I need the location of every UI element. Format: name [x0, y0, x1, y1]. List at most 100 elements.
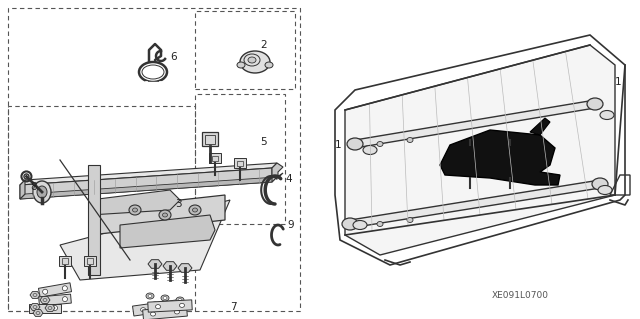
Polygon shape	[345, 45, 615, 255]
Bar	[205, 135, 215, 144]
Polygon shape	[148, 260, 162, 268]
Polygon shape	[440, 130, 560, 185]
Text: 6: 6	[170, 52, 177, 62]
Polygon shape	[20, 180, 25, 199]
Polygon shape	[90, 195, 225, 235]
Ellipse shape	[592, 178, 608, 190]
Ellipse shape	[43, 289, 47, 294]
Text: 7: 7	[230, 302, 237, 312]
Polygon shape	[38, 294, 71, 306]
Ellipse shape	[129, 205, 141, 215]
Polygon shape	[272, 163, 283, 182]
Polygon shape	[88, 165, 100, 275]
Text: 2: 2	[260, 40, 267, 50]
Ellipse shape	[151, 302, 159, 308]
Polygon shape	[38, 283, 72, 297]
Ellipse shape	[193, 208, 198, 212]
Ellipse shape	[342, 218, 358, 230]
Bar	[195, 94, 285, 224]
Text: 3: 3	[175, 199, 182, 209]
Ellipse shape	[37, 186, 47, 198]
Ellipse shape	[146, 293, 154, 299]
Ellipse shape	[63, 297, 67, 302]
Polygon shape	[90, 190, 180, 215]
Ellipse shape	[600, 110, 614, 120]
Ellipse shape	[33, 181, 51, 203]
Ellipse shape	[377, 142, 383, 146]
Text: XE091L0700: XE091L0700	[492, 291, 548, 300]
Polygon shape	[30, 292, 40, 299]
Polygon shape	[29, 303, 61, 313]
Polygon shape	[20, 163, 277, 185]
Ellipse shape	[141, 308, 146, 312]
Bar	[237, 161, 243, 166]
Polygon shape	[350, 180, 600, 228]
Ellipse shape	[407, 218, 413, 222]
Bar	[84, 256, 96, 266]
Ellipse shape	[353, 220, 367, 229]
Polygon shape	[132, 300, 177, 316]
Ellipse shape	[156, 305, 161, 308]
Text: 5: 5	[260, 137, 267, 147]
Ellipse shape	[132, 208, 138, 212]
Ellipse shape	[363, 145, 377, 154]
Polygon shape	[60, 200, 230, 280]
Text: 9: 9	[287, 220, 294, 230]
Ellipse shape	[42, 298, 47, 303]
Ellipse shape	[189, 205, 201, 215]
Polygon shape	[120, 215, 215, 248]
Polygon shape	[355, 100, 595, 148]
Ellipse shape	[248, 57, 256, 63]
Bar	[87, 258, 93, 264]
Ellipse shape	[33, 306, 38, 310]
Polygon shape	[178, 264, 192, 272]
Ellipse shape	[159, 210, 171, 220]
Ellipse shape	[178, 299, 182, 301]
Ellipse shape	[175, 310, 179, 314]
Polygon shape	[20, 177, 277, 199]
Polygon shape	[20, 168, 272, 199]
Bar	[209, 153, 221, 163]
Polygon shape	[530, 118, 550, 135]
Polygon shape	[143, 306, 188, 319]
Polygon shape	[148, 300, 192, 312]
Ellipse shape	[161, 295, 169, 301]
Ellipse shape	[179, 303, 184, 308]
Ellipse shape	[168, 306, 172, 308]
Ellipse shape	[240, 51, 270, 73]
Ellipse shape	[176, 297, 184, 303]
Bar	[195, 11, 295, 89]
Bar	[59, 256, 71, 266]
Ellipse shape	[163, 213, 168, 217]
Ellipse shape	[150, 312, 156, 316]
Text: 8: 8	[30, 182, 36, 192]
Polygon shape	[30, 304, 40, 310]
Ellipse shape	[598, 186, 612, 195]
Ellipse shape	[347, 138, 363, 150]
Ellipse shape	[166, 304, 174, 310]
Ellipse shape	[377, 221, 383, 226]
Text: 4: 4	[285, 174, 292, 184]
Bar	[8, 106, 195, 311]
Ellipse shape	[62, 286, 67, 291]
Ellipse shape	[163, 296, 167, 300]
Ellipse shape	[407, 137, 413, 143]
Bar	[62, 258, 68, 264]
Bar	[202, 132, 218, 146]
Polygon shape	[45, 305, 55, 311]
Text: 1: 1	[615, 77, 621, 87]
Ellipse shape	[153, 303, 157, 307]
Bar	[212, 156, 218, 161]
Polygon shape	[40, 297, 50, 303]
Ellipse shape	[237, 62, 245, 68]
Ellipse shape	[587, 98, 603, 110]
Bar	[8, 8, 300, 311]
Polygon shape	[33, 309, 43, 316]
Ellipse shape	[265, 62, 273, 68]
Bar	[234, 158, 246, 168]
Polygon shape	[163, 262, 177, 270]
Ellipse shape	[52, 306, 58, 310]
Ellipse shape	[148, 294, 152, 298]
Ellipse shape	[164, 304, 170, 308]
Text: 1: 1	[335, 140, 342, 150]
